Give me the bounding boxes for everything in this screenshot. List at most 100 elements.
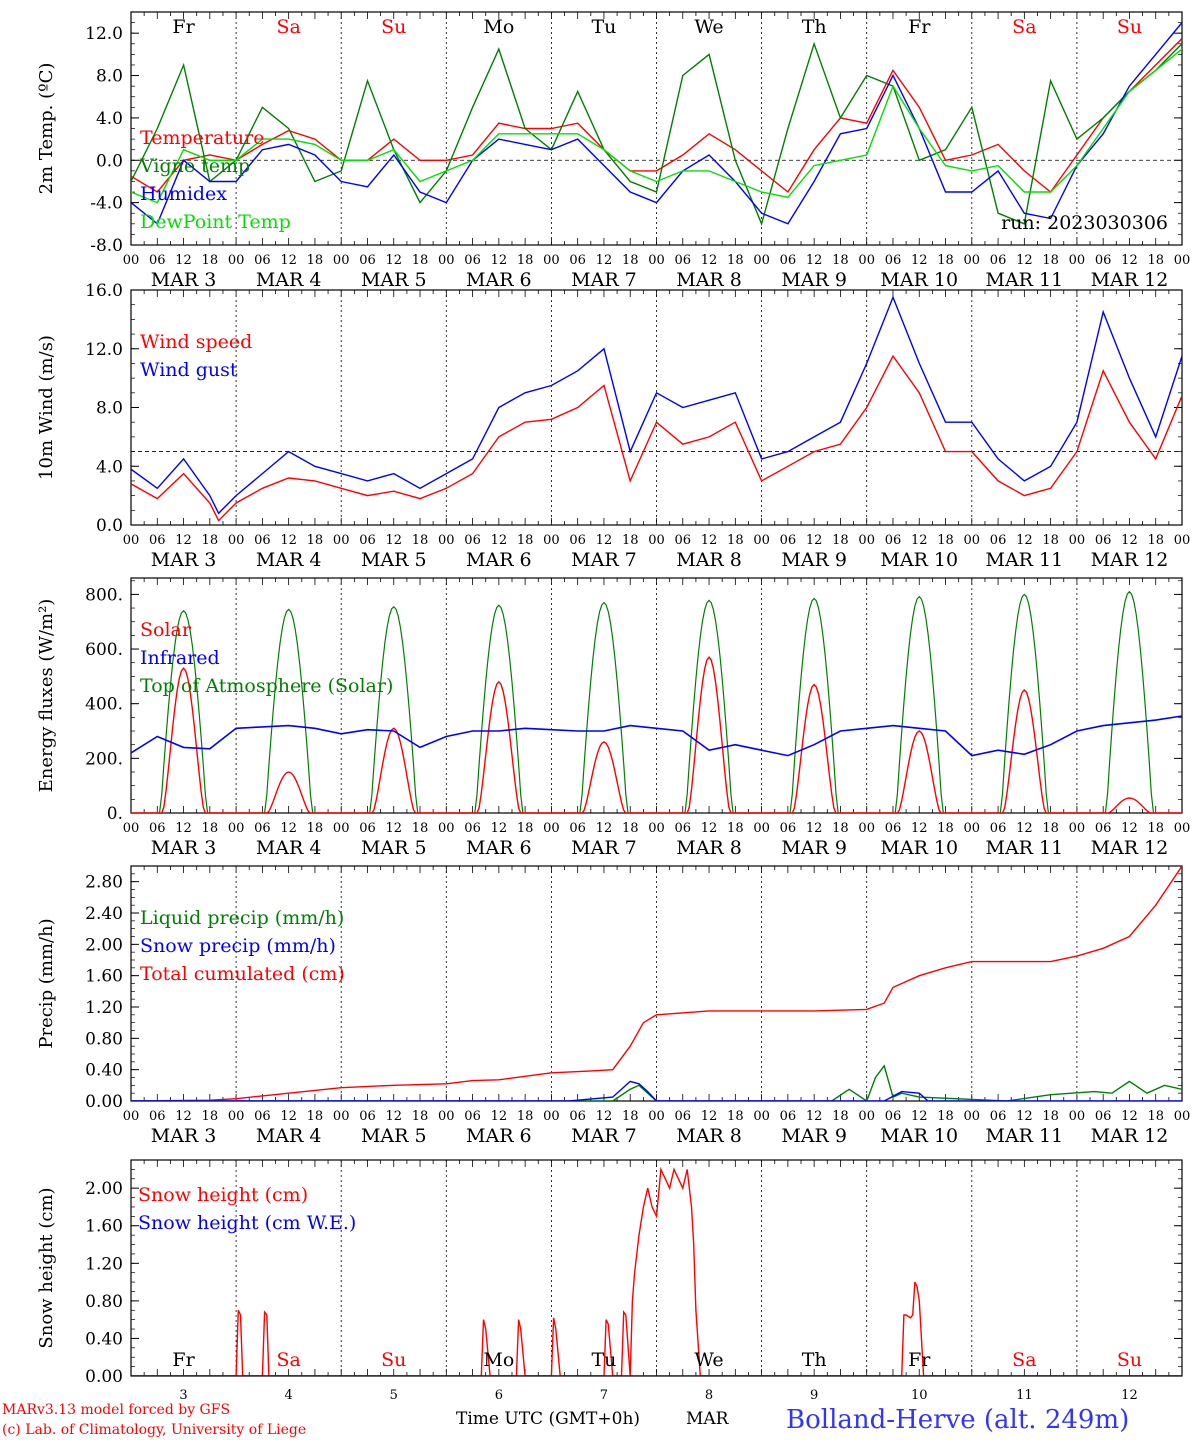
hour-tick-label: 12 [1121, 821, 1138, 836]
y-axis-label: Precip (mm/h) [36, 918, 57, 1048]
weekday-label: Su [1117, 16, 1142, 38]
date-label: MAR 7 [571, 1125, 637, 1147]
hour-tick-label: 06 [780, 1109, 797, 1124]
hour-tick-label: 12 [596, 821, 613, 836]
hour-tick-label: 12 [806, 533, 823, 548]
hour-tick-label: 18 [727, 1109, 744, 1124]
hour-tick-label: 18 [307, 533, 324, 548]
series-temperature [131, 38, 1182, 194]
hour-tick-label: 06 [780, 821, 797, 836]
hour-tick-label: 00 [1174, 253, 1191, 268]
hour-tick-label: 12 [385, 821, 402, 836]
date-label: MAR 9 [781, 837, 847, 859]
hour-tick-label: 18 [1147, 821, 1164, 836]
y-tick-label: 400. [85, 695, 123, 715]
legend-label: Top of Atmosphere (Solar) [140, 675, 393, 697]
hour-tick-label: 00 [333, 1109, 350, 1124]
hour-tick-label: 00 [648, 1109, 665, 1124]
hour-tick-label: 18 [307, 821, 324, 836]
hour-tick-label: 06 [675, 253, 692, 268]
hour-tick-label: 00 [333, 533, 350, 548]
hour-tick-label: 18 [412, 253, 429, 268]
hour-tick-label: 12 [911, 253, 928, 268]
hour-tick-label: 18 [412, 533, 429, 548]
hour-tick-label: 18 [832, 253, 849, 268]
hour-tick-label: 06 [675, 821, 692, 836]
hour-tick-label: 12 [806, 821, 823, 836]
day-number-label: 7 [600, 1388, 608, 1403]
y-tick-label: 4.0 [96, 109, 123, 129]
hour-tick-label: 12 [491, 821, 508, 836]
y-tick-label: 1.60 [85, 1217, 123, 1237]
hour-tick-label: 18 [727, 821, 744, 836]
hour-tick-label: 18 [517, 821, 534, 836]
hour-tick-label: 06 [1095, 253, 1112, 268]
hour-tick-label: 00 [964, 1109, 981, 1124]
weekday-label: Fr [908, 1349, 931, 1371]
date-label: MAR 3 [151, 549, 217, 571]
date-label: MAR 6 [466, 269, 532, 291]
y-tick-label: 1.60 [85, 967, 123, 987]
weekday-label: Th [802, 16, 827, 38]
hour-tick-label: 18 [1147, 1109, 1164, 1124]
y-axis-label: Snow height (cm) [36, 1187, 57, 1348]
day-number-label: 10 [911, 1388, 928, 1403]
hour-tick-label: 18 [517, 1109, 534, 1124]
hour-tick-label: 06 [149, 1109, 166, 1124]
date-label: MAR 12 [1091, 837, 1169, 859]
y-tick-label: 8.0 [96, 399, 123, 419]
hour-tick-label: 06 [780, 253, 797, 268]
legend-label: Liquid precip (mm/h) [140, 907, 344, 929]
weekday-label: Su [1117, 1349, 1142, 1371]
credit-line-2: (c) Lab. of Climatology, University of L… [2, 1422, 306, 1438]
y-tick-label: 0.80 [85, 1292, 123, 1312]
day-number-label: 12 [1121, 1388, 1138, 1403]
y-axis-label: Energy fluxes (W/m²) [36, 599, 57, 793]
hour-tick-label: 18 [622, 253, 639, 268]
weekday-label: We [694, 16, 723, 38]
x-axis-month: MAR [686, 1409, 730, 1429]
hour-tick-label: 12 [491, 253, 508, 268]
legend-label: Wind gust [140, 359, 238, 381]
y-tick-label: 12.0 [85, 340, 123, 360]
hour-tick-label: 12 [596, 253, 613, 268]
hour-tick-label: 18 [832, 1109, 849, 1124]
series-group [131, 295, 1182, 522]
hour-tick-label: 00 [438, 533, 455, 548]
date-label: MAR 11 [985, 837, 1063, 859]
date-label: MAR 6 [466, 837, 532, 859]
legend-label: Snow height (cm) [138, 1184, 308, 1206]
hour-tick-label: 18 [517, 253, 534, 268]
date-label: MAR 8 [676, 837, 742, 859]
hour-tick-label: 18 [202, 1109, 219, 1124]
hour-tick-label: 06 [254, 1109, 271, 1124]
legend-label: Humidex [140, 183, 227, 205]
hour-tick-label: 12 [911, 1109, 928, 1124]
hour-tick-label: 18 [1147, 253, 1164, 268]
hour-tick-label: 12 [596, 533, 613, 548]
hour-tick-label: 12 [175, 1109, 192, 1124]
date-label: MAR 9 [781, 269, 847, 291]
hour-tick-label: 12 [701, 533, 718, 548]
hour-tick-label: 12 [1016, 533, 1033, 548]
series-infrared [131, 715, 1182, 757]
hour-tick-label: 18 [412, 821, 429, 836]
weekday-label: Th [802, 1349, 827, 1371]
legend-label: Vigne temp [139, 155, 250, 177]
series-snow-precip-mm-h- [131, 1080, 1182, 1101]
hour-tick-label: 06 [675, 1109, 692, 1124]
hour-tick-label: 12 [1121, 533, 1138, 548]
series-top-of-atmosphere [131, 590, 1182, 813]
y-tick-label: 4.0 [96, 457, 123, 477]
y-tick-label: 2.00 [85, 935, 123, 955]
hour-tick-label: 00 [123, 253, 140, 268]
hour-tick-label: 06 [569, 533, 586, 548]
date-label: MAR 7 [571, 549, 637, 571]
date-label: MAR 12 [1091, 269, 1169, 291]
day-number-label: 11 [1016, 1388, 1033, 1403]
legend-label: Infrared [140, 647, 220, 669]
y-tick-label: 12.0 [85, 24, 123, 44]
date-label: MAR 12 [1091, 1125, 1169, 1147]
date-label: MAR 9 [781, 1125, 847, 1147]
hour-tick-label: 00 [333, 821, 350, 836]
